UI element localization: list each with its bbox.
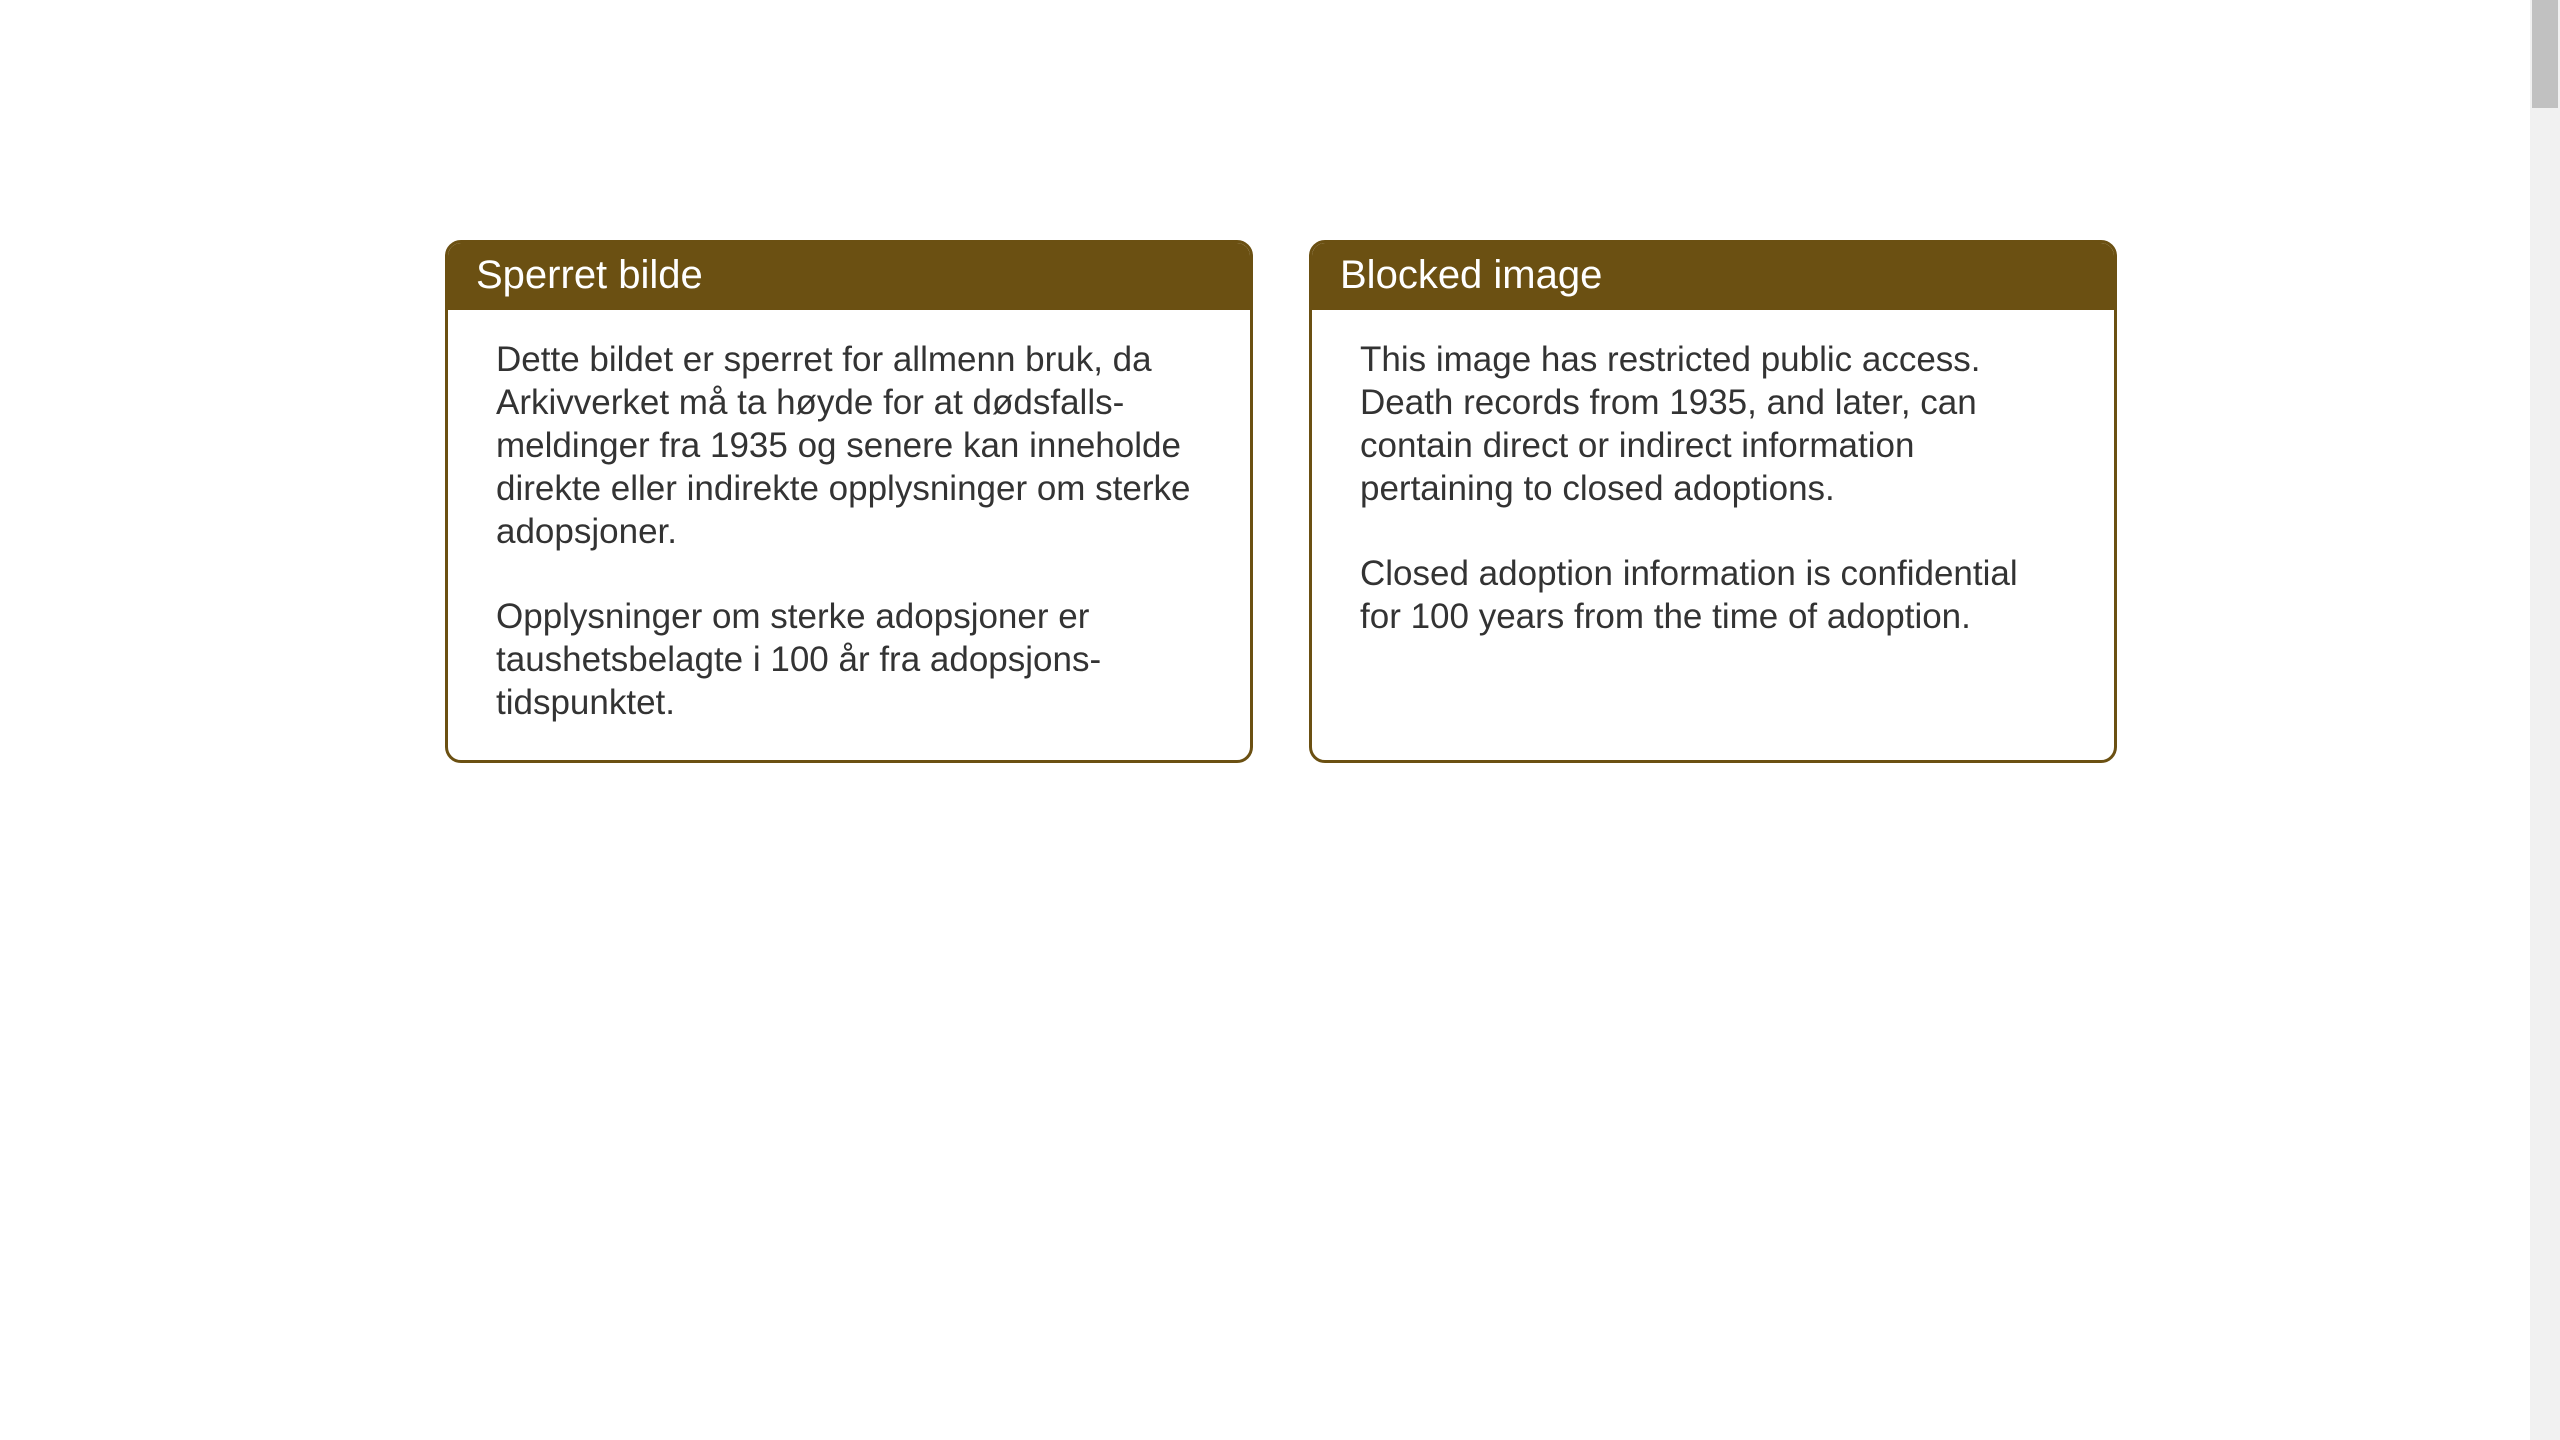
english-paragraph-1: This image has restricted public access.…	[1360, 338, 2066, 510]
scrollbar-thumb[interactable]	[2532, 0, 2558, 108]
norwegian-paragraph-2: Opplysninger om sterke adopsjoner er tau…	[496, 595, 1202, 724]
scrollbar-track[interactable]	[2530, 0, 2560, 1440]
norwegian-card-body: Dette bildet er sperret for allmenn bruk…	[448, 310, 1250, 760]
notice-container: Sperret bilde Dette bildet er sperret fo…	[445, 240, 2117, 763]
english-card-body: This image has restricted public access.…	[1312, 310, 2114, 674]
norwegian-card-title: Sperret bilde	[448, 243, 1250, 310]
norwegian-notice-card: Sperret bilde Dette bildet er sperret fo…	[445, 240, 1253, 763]
norwegian-paragraph-1: Dette bildet er sperret for allmenn bruk…	[496, 338, 1202, 553]
english-card-title: Blocked image	[1312, 243, 2114, 310]
english-notice-card: Blocked image This image has restricted …	[1309, 240, 2117, 763]
english-paragraph-2: Closed adoption information is confident…	[1360, 552, 2066, 638]
